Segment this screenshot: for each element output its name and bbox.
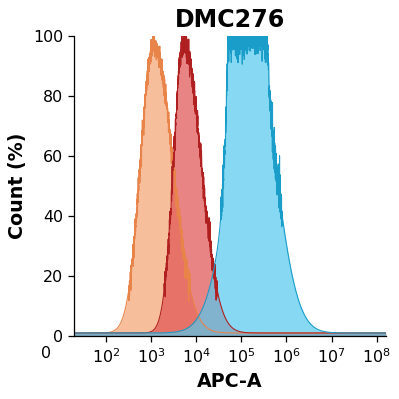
X-axis label: APC-A: APC-A (197, 372, 263, 391)
Y-axis label: Count (%): Count (%) (8, 133, 27, 239)
Title: DMC276: DMC276 (175, 8, 285, 32)
Text: 0: 0 (41, 346, 51, 361)
